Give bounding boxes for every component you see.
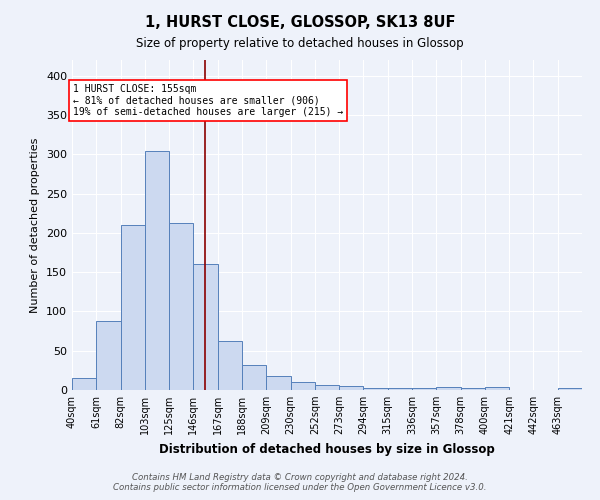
Y-axis label: Number of detached properties: Number of detached properties: [31, 138, 40, 312]
Bar: [364, 388, 388, 390]
Bar: [96, 321, 121, 390]
Bar: [461, 388, 485, 390]
Bar: [558, 388, 582, 390]
Text: Size of property relative to detached houses in Glossop: Size of property relative to detached ho…: [136, 38, 464, 51]
Bar: [72, 378, 96, 390]
Bar: [121, 225, 145, 390]
Bar: [242, 365, 266, 390]
Bar: [169, 224, 193, 390]
Bar: [193, 264, 218, 390]
Bar: [388, 388, 412, 390]
Bar: [290, 382, 315, 390]
Bar: [339, 386, 364, 390]
Bar: [436, 387, 461, 390]
Text: Contains HM Land Registry data © Crown copyright and database right 2024.
Contai: Contains HM Land Registry data © Crown c…: [113, 473, 487, 492]
Bar: [218, 340, 242, 390]
Bar: [412, 388, 436, 390]
Bar: [315, 386, 339, 390]
Bar: [266, 376, 290, 390]
Text: 1, HURST CLOSE, GLOSSOP, SK13 8UF: 1, HURST CLOSE, GLOSSOP, SK13 8UF: [145, 15, 455, 30]
X-axis label: Distribution of detached houses by size in Glossop: Distribution of detached houses by size …: [159, 442, 495, 456]
Text: 1 HURST CLOSE: 155sqm
← 81% of detached houses are smaller (906)
19% of semi-det: 1 HURST CLOSE: 155sqm ← 81% of detached …: [73, 84, 343, 117]
Bar: [145, 151, 169, 390]
Bar: [485, 387, 509, 390]
